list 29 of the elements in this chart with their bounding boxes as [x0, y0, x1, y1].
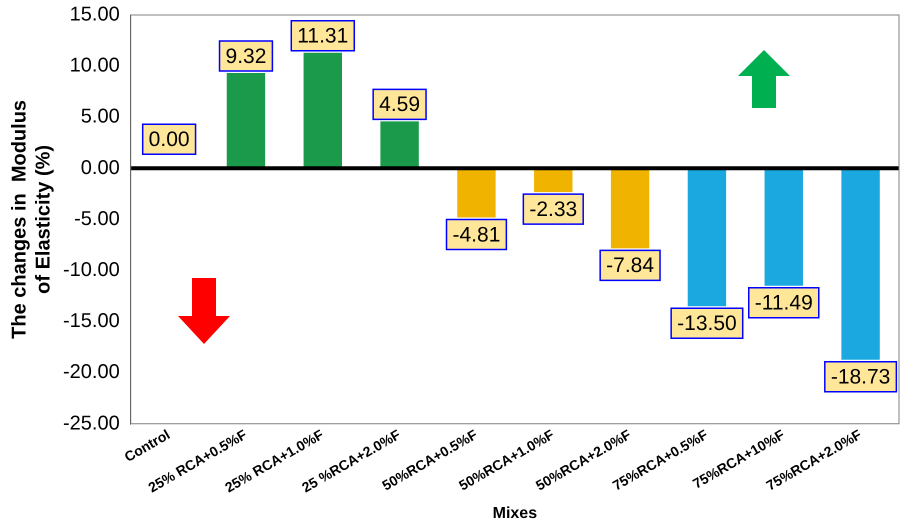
- data-label: -7.84: [606, 254, 654, 278]
- data-label: 9.32: [226, 44, 266, 68]
- y-tick-label: -15.00: [62, 310, 120, 332]
- y-tick-label: 10.00: [70, 54, 120, 77]
- data-label: 4.59: [379, 93, 420, 116]
- y-tick-label: -20.00: [62, 361, 120, 384]
- data-label: 0.00: [148, 128, 190, 152]
- y-tick-label: 0.00: [80, 156, 120, 179]
- y-tick-label: -25.00: [62, 412, 120, 434]
- bar: [764, 168, 803, 286]
- y-tick-label: -5.00: [74, 208, 120, 230]
- data-label: 11.31: [297, 24, 348, 48]
- bar: [610, 168, 650, 248]
- bar: [226, 73, 266, 168]
- data-label: -11.49: [754, 292, 813, 315]
- y-tick-label: -10.00: [62, 259, 120, 282]
- data-label: -4.81: [452, 223, 500, 246]
- data-label: -13.50: [677, 312, 737, 336]
- bar: [457, 168, 496, 218]
- data-label: -2.33: [529, 198, 578, 221]
- bar: [688, 168, 726, 306]
- y-tick-label: 15.00: [70, 4, 120, 26]
- bar: [380, 121, 419, 168]
- bar: [841, 168, 880, 360]
- bar: [304, 52, 342, 168]
- x-axis-title: Mixes: [492, 504, 538, 522]
- data-label: -18.73: [830, 366, 890, 389]
- y-axis-title: The changes in Modulus of Elasticity (%): [8, 100, 55, 339]
- y-tick-label: 5.00: [80, 106, 120, 128]
